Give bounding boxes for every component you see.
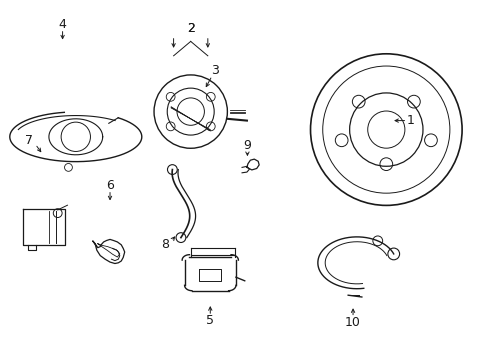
Text: 7: 7 [25,134,33,147]
Text: 2: 2 [186,22,194,35]
Text: 1: 1 [406,114,414,127]
Text: 5: 5 [206,314,214,327]
Text: 10: 10 [345,316,360,329]
Text: 9: 9 [243,139,251,152]
Text: 6: 6 [106,179,114,192]
Text: 8: 8 [161,238,169,251]
Text: 3: 3 [211,64,219,77]
Text: 2: 2 [186,22,194,35]
Text: 4: 4 [59,18,66,31]
